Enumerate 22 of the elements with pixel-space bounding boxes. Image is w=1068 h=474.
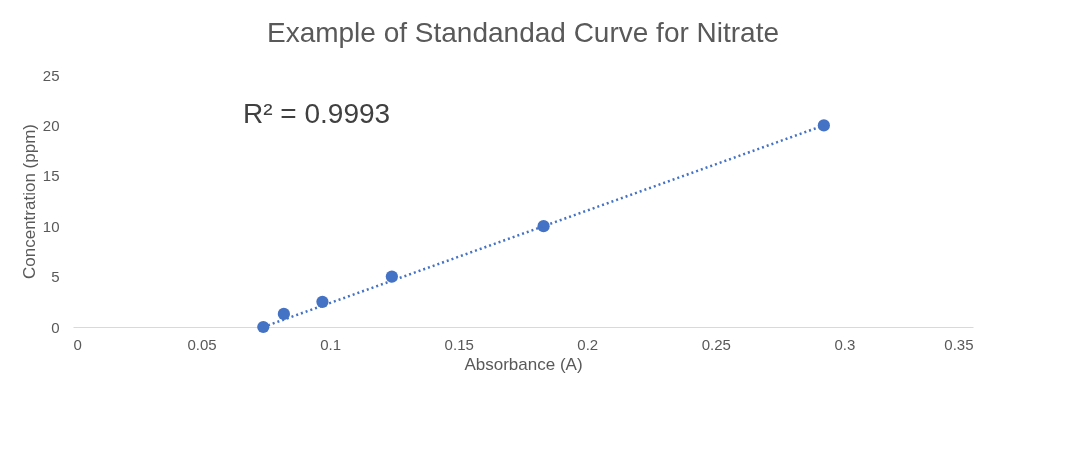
x-tick-label: 0.35 <box>944 335 974 353</box>
annotation: R² = 0.9993 <box>243 98 391 129</box>
point <box>537 220 550 233</box>
x-tick-label: 0.25 <box>701 335 731 353</box>
y-tick-label: 10 <box>42 217 60 235</box>
x-tick-label: 0.2 <box>577 335 599 353</box>
chart-title: Example of Standandad Curve for Nitrate <box>266 17 780 48</box>
point <box>257 320 270 334</box>
x-tick-label: 0 <box>73 335 82 353</box>
x-axis-title: Absorbance (A) <box>464 354 583 374</box>
x-tick-label: 0.15 <box>444 335 474 353</box>
point <box>277 307 290 321</box>
point <box>817 119 830 132</box>
y-tick-label: 15 <box>42 167 60 185</box>
x-tick-label: 0.05 <box>187 335 217 353</box>
x-tick-label: 0.3 <box>834 335 856 353</box>
y-axis-title: Concentration (ppm) <box>19 124 39 279</box>
y-tick-label: 20 <box>42 116 60 134</box>
y-tick-label: 0 <box>51 318 60 336</box>
y-tick-label: 25 <box>42 66 60 84</box>
x-tick-label: 0.1 <box>320 335 342 353</box>
y-tick-label: 5 <box>51 268 60 286</box>
